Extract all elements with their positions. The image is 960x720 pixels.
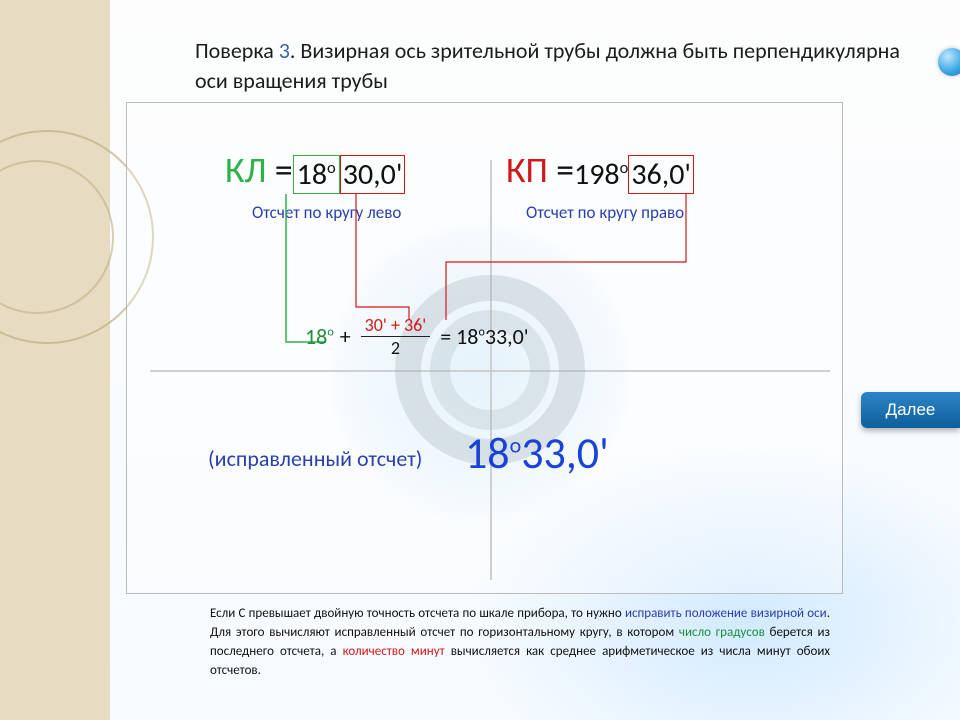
bottom-paragraph: Если С превышает двойную точность отсчет… <box>210 605 830 680</box>
fraction-numerator: 30' + 36' <box>361 316 431 336</box>
kl-minutes-box: 30,0' <box>340 155 406 194</box>
formula-fraction: 30' + 36' 2 <box>361 316 431 357</box>
formula-plus: + <box>340 323 351 350</box>
left-decorative-band <box>0 0 110 720</box>
next-button[interactable]: Далее <box>861 392 960 428</box>
kl-equals: = <box>275 148 293 192</box>
formula-result: = 18о33,0' <box>440 323 528 350</box>
kl-reading: КЛ =18о30,0' <box>225 148 405 192</box>
kp-reading: КП =198о36,0' <box>506 148 694 192</box>
kl-degrees-box: 18о <box>293 155 340 194</box>
globe-icon <box>938 48 960 76</box>
kp-label: КП <box>506 148 556 192</box>
caption-right: Отсчет по кругу право <box>526 202 684 223</box>
title-prefix: Поверка <box>195 37 279 64</box>
formula-row: 18о + 30' + 36' 2 = 18о33,0' <box>305 316 529 357</box>
caption-left: Отсчет по кругу лево <box>252 202 401 223</box>
title-rest: . Визирная ось зрительной трубы должна б… <box>195 37 900 94</box>
slide-title: Поверка 3. Визирная ось зрительной трубы… <box>195 36 900 95</box>
formula-degrees: 18о <box>305 323 334 350</box>
kp-degrees: 198о <box>574 156 628 193</box>
corrected-label: (исправленный отсчет) <box>208 445 422 472</box>
corrected-reading: 18о33,0' <box>465 426 609 480</box>
fraction-denominator: 2 <box>391 337 400 357</box>
kp-minutes-box: 36,0' <box>628 155 694 194</box>
title-number: 3 <box>279 37 290 64</box>
kp-equals: = <box>556 148 574 192</box>
kl-label: КЛ <box>225 148 275 192</box>
